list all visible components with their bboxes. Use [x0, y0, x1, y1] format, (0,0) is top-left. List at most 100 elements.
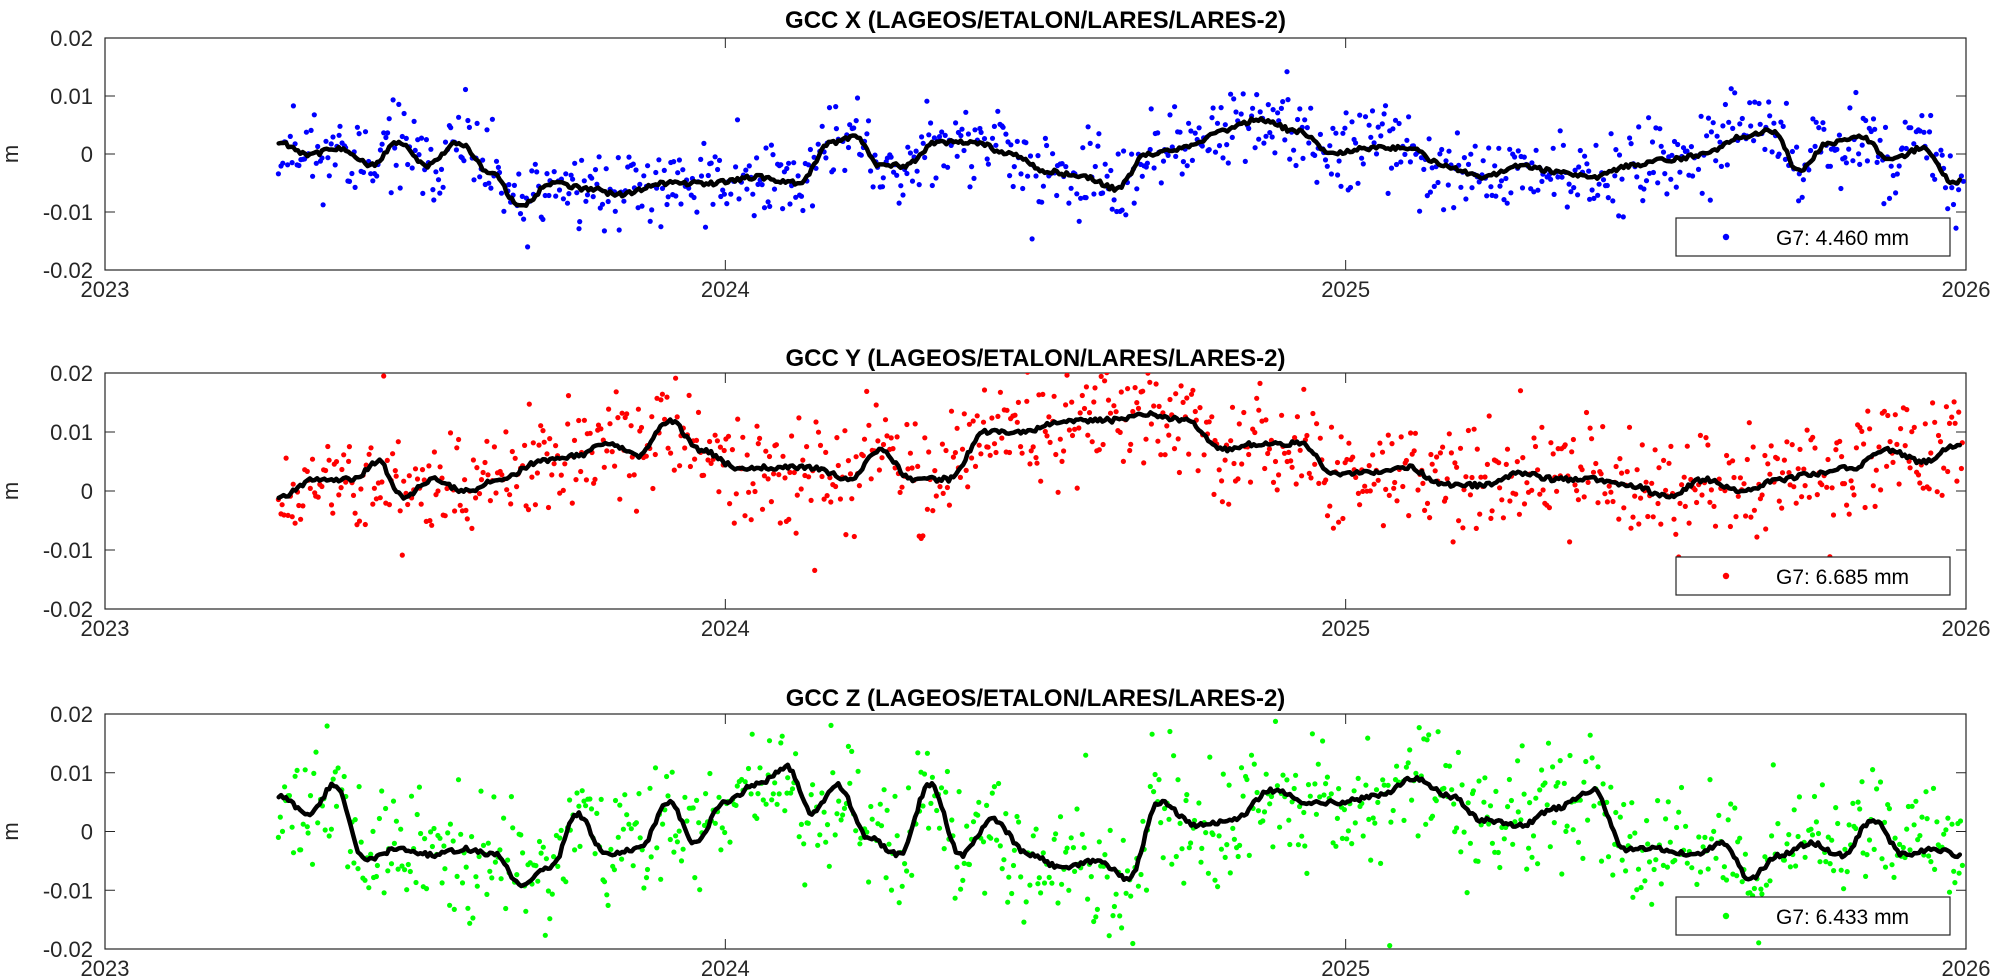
data-point	[628, 826, 634, 832]
data-point	[845, 458, 852, 464]
data-point	[650, 485, 656, 492]
data-point	[615, 415, 621, 421]
data-point	[1725, 817, 1731, 823]
data-layer	[275, 373, 1965, 574]
data-point	[1072, 426, 1078, 432]
data-point	[1451, 205, 1457, 211]
x-tick-label: 2025	[1321, 956, 1370, 978]
data-point	[1394, 498, 1400, 504]
data-point	[1226, 782, 1232, 788]
data-point	[798, 486, 804, 492]
data-point	[1814, 492, 1820, 498]
data-point	[1386, 492, 1392, 498]
data-point	[1291, 785, 1297, 792]
data-point	[1885, 412, 1891, 419]
data-point	[782, 475, 788, 481]
data-point	[1688, 144, 1694, 150]
data-point	[1134, 400, 1140, 406]
data-point	[1616, 213, 1622, 219]
data-point	[567, 797, 573, 803]
data-point	[1050, 151, 1056, 157]
data-point	[1731, 474, 1737, 481]
data-point	[1104, 373, 1110, 376]
data-point	[1117, 429, 1123, 435]
data-point	[1568, 189, 1574, 195]
data-point	[695, 409, 702, 415]
data-point	[1960, 178, 1966, 184]
data-point	[928, 120, 934, 126]
data-point	[720, 187, 726, 193]
data-point	[1572, 167, 1578, 173]
data-point	[386, 502, 392, 508]
data-point	[961, 860, 967, 867]
data-point	[1949, 821, 1955, 827]
data-point	[1334, 459, 1341, 466]
data-point	[296, 502, 302, 509]
data-point	[746, 163, 752, 169]
data-point	[1904, 826, 1910, 832]
data-point	[662, 416, 668, 422]
data-point	[519, 193, 525, 199]
data-point	[300, 503, 306, 509]
data-point	[583, 803, 589, 809]
data-point	[1924, 155, 1930, 161]
data-point	[1336, 519, 1342, 525]
data-point	[635, 205, 641, 211]
data-point	[832, 832, 838, 838]
data-point	[1514, 459, 1520, 465]
data-point	[1582, 153, 1588, 159]
data-point	[520, 850, 526, 856]
data-point	[1602, 491, 1608, 497]
data-point	[853, 828, 859, 834]
data-point	[302, 767, 308, 773]
data-point	[693, 437, 700, 443]
data-point	[1263, 417, 1269, 423]
data-point	[583, 477, 590, 483]
data-point	[1524, 866, 1530, 872]
data-point	[1241, 409, 1247, 416]
data-point	[282, 784, 288, 790]
data-point	[551, 169, 557, 175]
data-point	[1149, 731, 1155, 737]
data-point	[847, 122, 853, 128]
data-point	[433, 169, 439, 175]
data-point	[1214, 120, 1221, 126]
data-point	[1323, 781, 1329, 787]
data-point	[1216, 833, 1222, 839]
data-point	[1069, 432, 1076, 439]
data-point	[1585, 817, 1591, 823]
data-point	[1539, 424, 1545, 430]
data-point	[279, 502, 285, 508]
data-point	[1018, 874, 1024, 880]
data-point	[1338, 183, 1344, 189]
data-point	[1007, 173, 1013, 179]
data-point	[346, 458, 352, 464]
data-point	[708, 460, 714, 466]
data-point	[1173, 391, 1179, 397]
data-point	[1501, 836, 1507, 842]
data-point	[534, 169, 540, 175]
data-point	[328, 826, 334, 832]
data-point	[1752, 99, 1758, 105]
data-point	[572, 160, 578, 166]
data-point	[290, 481, 296, 487]
data-point	[1521, 501, 1528, 507]
data-point	[742, 779, 748, 785]
data-point	[1559, 174, 1565, 180]
y-tick-label: 0.01	[50, 84, 93, 109]
data-point	[333, 459, 340, 465]
data-point	[1554, 488, 1560, 494]
data-point	[315, 143, 321, 150]
data-point	[1508, 797, 1514, 804]
data-point	[1375, 124, 1381, 130]
data-point	[1694, 881, 1700, 888]
data-point	[1375, 477, 1381, 483]
data-point	[1357, 502, 1363, 508]
data-point	[1278, 105, 1284, 111]
data-point	[615, 834, 621, 840]
data-point	[1304, 125, 1310, 131]
data-point	[1657, 126, 1663, 132]
data-point	[1756, 940, 1762, 946]
data-point	[491, 794, 497, 800]
data-point	[1371, 481, 1377, 487]
